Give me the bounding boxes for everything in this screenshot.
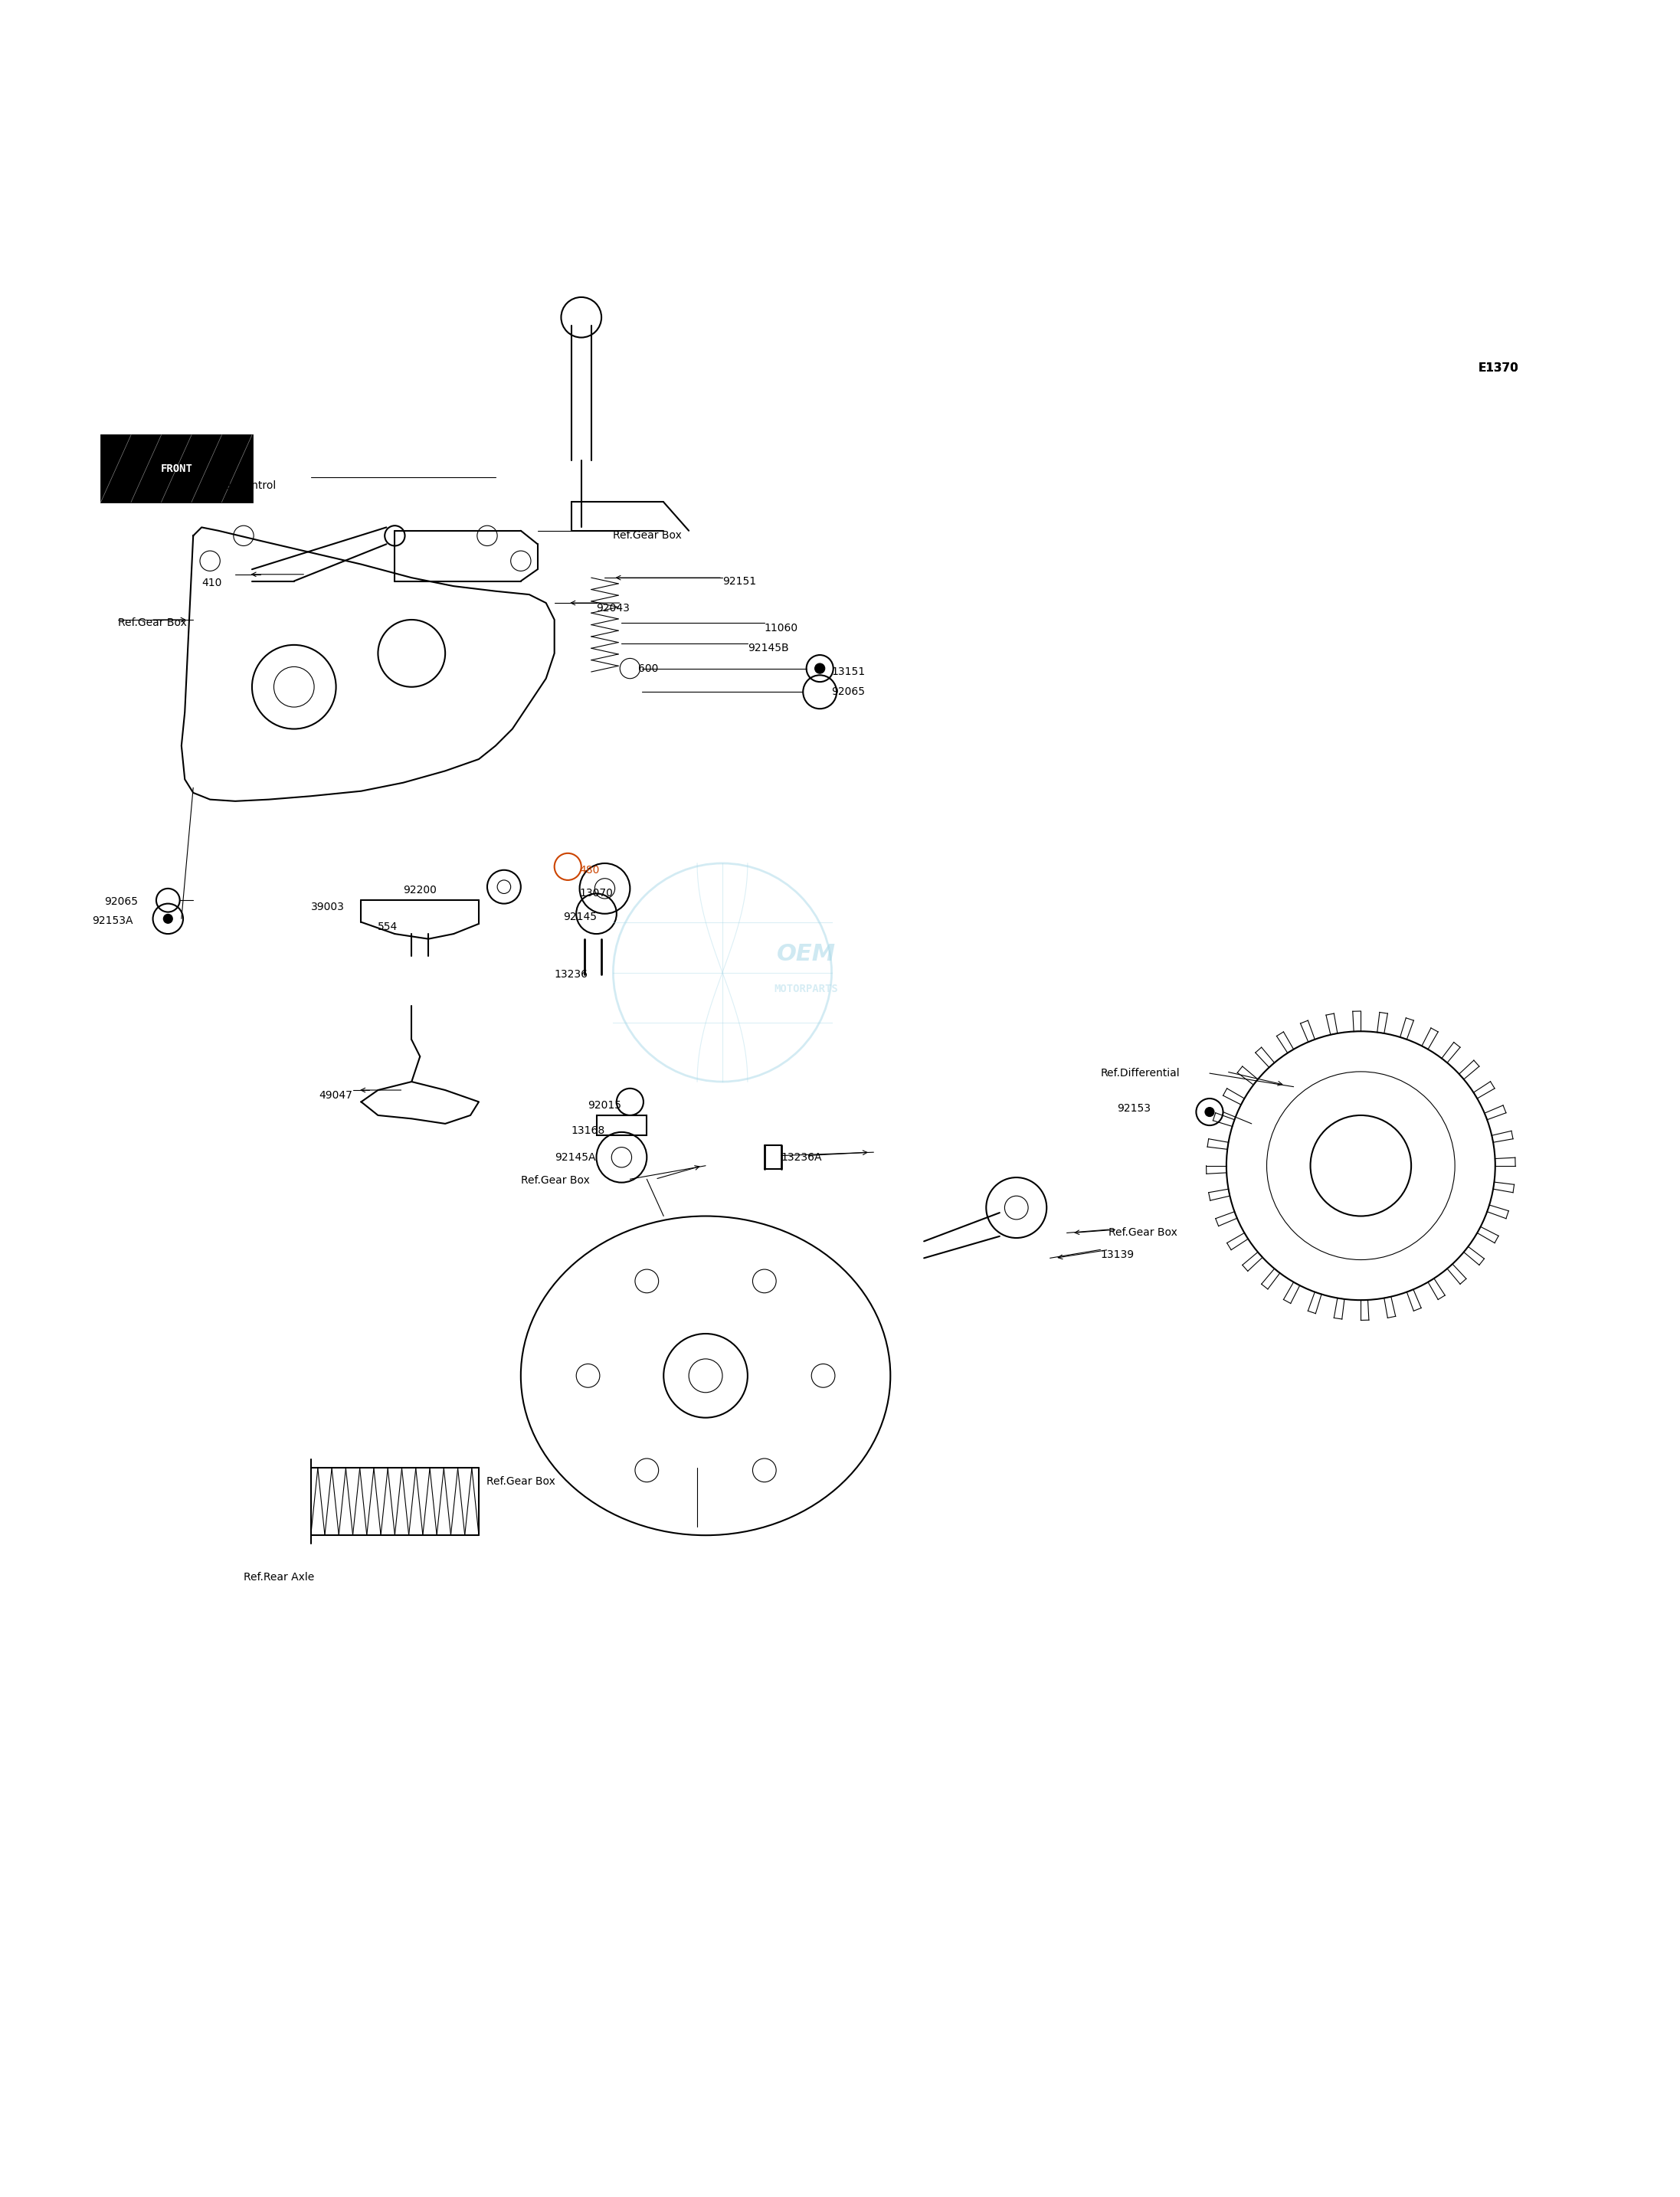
- Text: Ref.Rear Axle: Ref.Rear Axle: [244, 1571, 314, 1582]
- Text: 13139: 13139: [1100, 1250, 1134, 1261]
- Text: 554: 554: [378, 923, 398, 932]
- Text: Ref.Gear Box: Ref.Gear Box: [118, 617, 186, 628]
- Text: MOTORPARTS: MOTORPARTS: [774, 984, 838, 995]
- Text: 92015: 92015: [588, 1101, 622, 1109]
- Circle shape: [1205, 1107, 1215, 1116]
- Text: 13070: 13070: [580, 888, 613, 899]
- Text: 410: 410: [202, 578, 222, 589]
- Text: 13236A: 13236A: [781, 1151, 822, 1162]
- Circle shape: [163, 914, 173, 923]
- Text: E1370: E1370: [1478, 363, 1519, 373]
- Text: 92153A: 92153A: [92, 916, 133, 925]
- Text: Ref.Gear Box: Ref.Gear Box: [1109, 1228, 1178, 1239]
- Text: Ref.Control: Ref.Control: [218, 479, 277, 490]
- Text: E1370: E1370: [1478, 363, 1519, 373]
- Text: 480: 480: [580, 866, 600, 874]
- Text: 92145A: 92145A: [554, 1151, 595, 1162]
- Text: 11060: 11060: [764, 622, 798, 633]
- Text: OEM: OEM: [776, 943, 837, 964]
- Text: 92065: 92065: [832, 688, 865, 696]
- Text: 13168: 13168: [571, 1125, 605, 1136]
- Text: 92065: 92065: [104, 896, 138, 907]
- Bar: [596, 1116, 647, 1136]
- Text: FRONT: FRONT: [160, 464, 193, 475]
- Text: 13236: 13236: [554, 969, 588, 980]
- Text: Ref.Gear Box: Ref.Gear Box: [613, 529, 682, 540]
- Text: 13151: 13151: [832, 666, 865, 677]
- Text: 92043: 92043: [596, 602, 630, 613]
- Text: Ref.Gear Box: Ref.Gear Box: [521, 1175, 590, 1186]
- Text: 92145: 92145: [563, 912, 596, 923]
- Text: 39003: 39003: [311, 901, 344, 912]
- Text: Ref.Differential: Ref.Differential: [1100, 1068, 1179, 1079]
- Text: 92153: 92153: [1117, 1103, 1151, 1114]
- Text: 92145B: 92145B: [748, 644, 788, 655]
- Circle shape: [815, 663, 825, 674]
- Text: 600: 600: [638, 663, 659, 674]
- Text: Ref.Gear Box: Ref.Gear Box: [487, 1476, 554, 1487]
- Text: 49047: 49047: [319, 1090, 353, 1101]
- FancyBboxPatch shape: [101, 435, 252, 503]
- Text: 92151: 92151: [722, 576, 756, 587]
- Text: 92200: 92200: [403, 885, 437, 896]
